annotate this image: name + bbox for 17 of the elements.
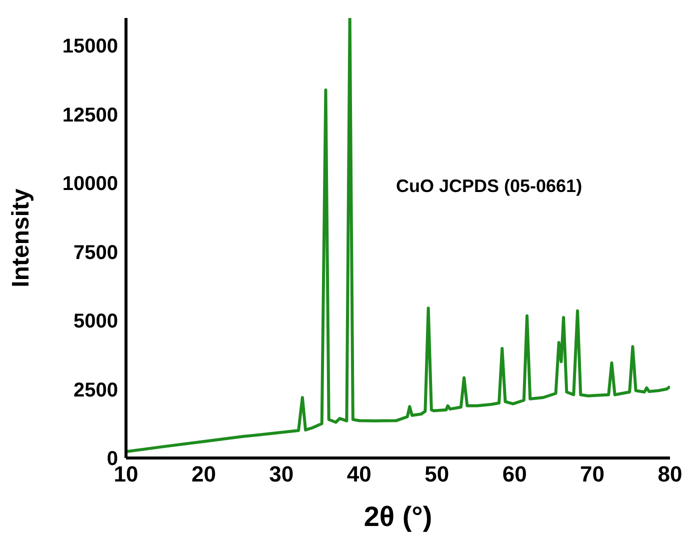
x-tick-label: 50 [424, 462, 450, 487]
y-tick-label: 7500 [74, 242, 118, 264]
y-tick-label: 5000 [74, 310, 118, 333]
y-axis-title: Intensity [8, 188, 35, 288]
y-tick-label: 15000 [62, 36, 118, 58]
x-tick-label: 40 [346, 462, 372, 487]
y-tick-label: 10000 [62, 173, 118, 196]
x-axis-title: 2θ (°) [364, 501, 432, 532]
x-tick-label: 60 [502, 462, 527, 487]
x-tick-label: 80 [658, 462, 682, 487]
x-tick-label: 20 [191, 462, 216, 487]
y-tick-label: 2500 [74, 379, 118, 402]
x-tick-label: 70 [580, 462, 605, 487]
y-tick-label: 12500 [62, 104, 118, 126]
line-series [126, 18, 670, 454]
x-tick-label: 30 [269, 462, 294, 487]
annotation: CuO JCPDS (05-0661) [396, 176, 582, 197]
